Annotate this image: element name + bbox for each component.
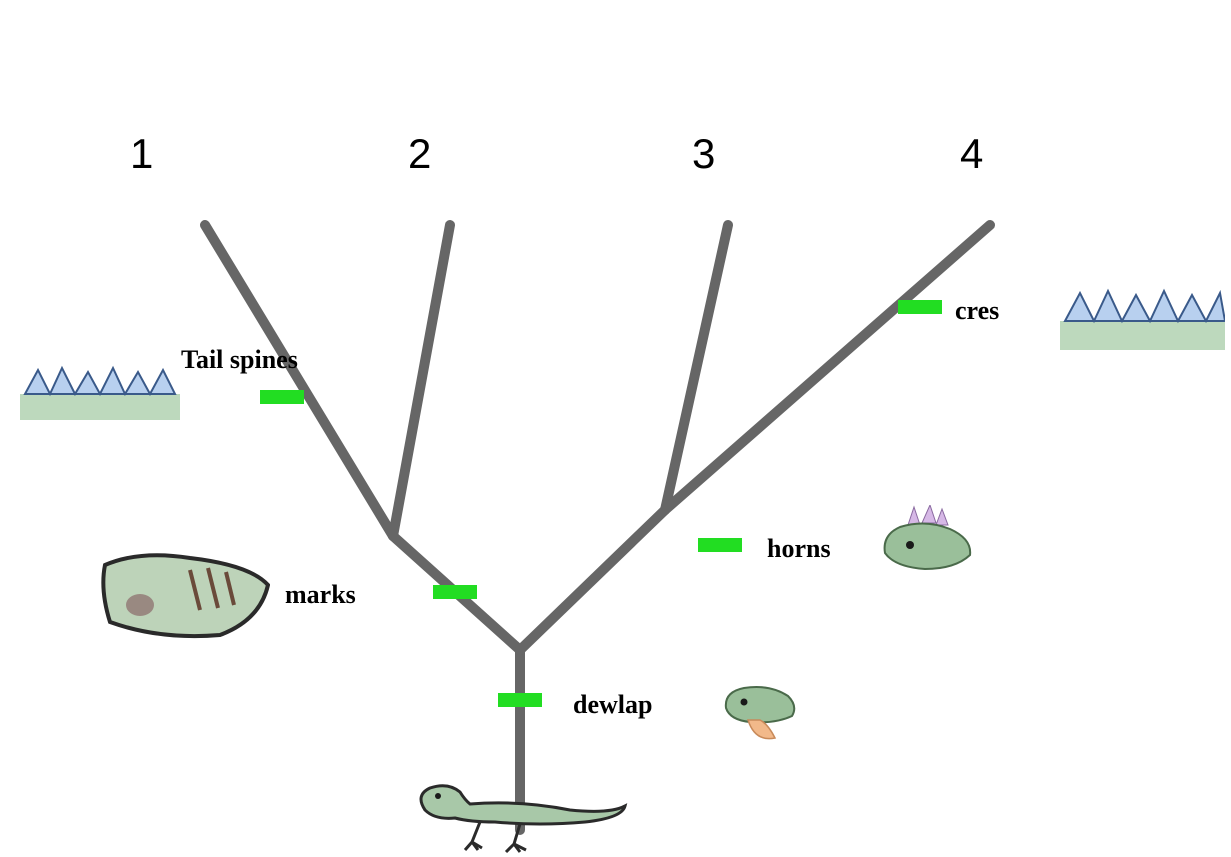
trait-label-horns: horns	[767, 534, 831, 564]
branch-tip-2	[393, 225, 450, 536]
branch-tip-1	[205, 225, 393, 536]
tree-branches	[205, 225, 990, 830]
marker-dewlap	[498, 693, 542, 707]
illustration-horns	[880, 505, 975, 575]
marker-marks	[433, 585, 477, 599]
illustration-tail-spines	[20, 360, 180, 420]
marker-tail-spines	[260, 390, 304, 404]
trait-label-tail-spines: Tail spines	[181, 345, 298, 375]
marker-horns	[698, 538, 742, 552]
illustration-root-lizard	[410, 770, 630, 855]
tip-label-3: 3	[692, 130, 715, 178]
tip-label-1: 1	[130, 130, 153, 178]
trait-label-cres: cres	[955, 296, 999, 326]
illustration-dewlap	[720, 680, 800, 745]
branch-root-right	[520, 510, 665, 650]
illustration-marks	[100, 550, 270, 640]
phylogenetic-tree	[0, 0, 1231, 857]
illustration-cres	[1060, 285, 1225, 350]
trait-label-marks: marks	[285, 580, 356, 610]
trait-label-dewlap: dewlap	[573, 690, 652, 720]
marker-cres	[898, 300, 942, 314]
tip-label-2: 2	[408, 130, 431, 178]
tip-label-4: 4	[960, 130, 983, 178]
